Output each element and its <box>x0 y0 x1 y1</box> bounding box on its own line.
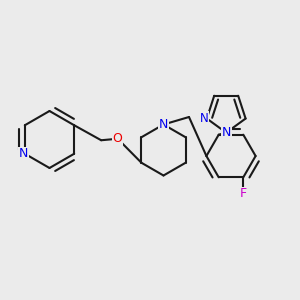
Text: N: N <box>159 118 168 131</box>
Text: N: N <box>221 126 231 139</box>
Text: N: N <box>200 112 208 125</box>
Text: F: F <box>240 187 247 200</box>
Text: N: N <box>19 147 28 160</box>
Text: O: O <box>113 132 123 145</box>
